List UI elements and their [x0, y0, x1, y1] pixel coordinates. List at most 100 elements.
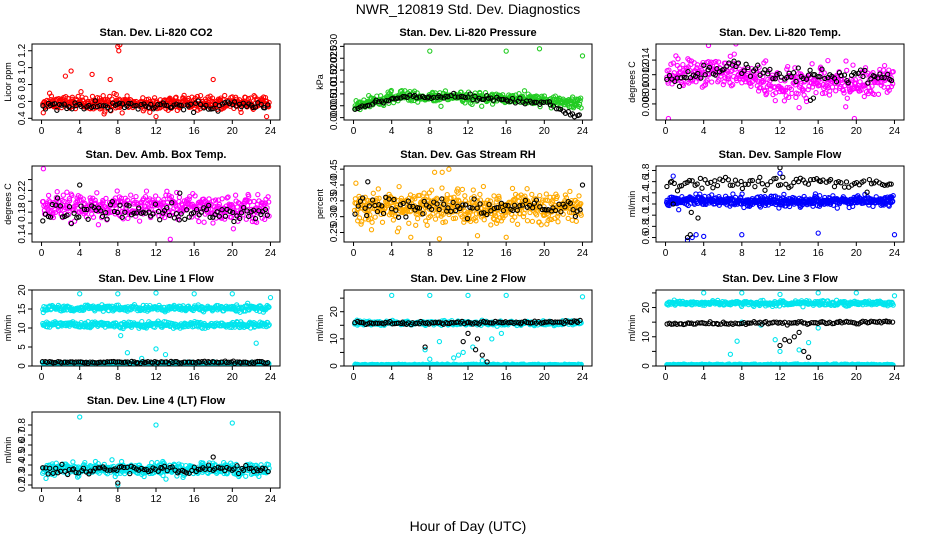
- data-point: [403, 214, 409, 220]
- data-point: [145, 359, 151, 365]
- x-tick-label: 8: [739, 248, 745, 259]
- x-tick-label: 20: [539, 126, 551, 137]
- data-point: [763, 58, 769, 64]
- data-point: [114, 209, 121, 216]
- data-point: [107, 76, 113, 83]
- data-point: [764, 90, 770, 96]
- data-point: [716, 77, 722, 83]
- data-point: [815, 74, 821, 80]
- data-point: [572, 213, 579, 220]
- data-point: [108, 208, 114, 215]
- data-point: [439, 185, 445, 191]
- data-point: [376, 202, 382, 208]
- data-point: [881, 62, 888, 69]
- x-tick-label: 16: [189, 248, 201, 259]
- data-point: [131, 210, 137, 216]
- data-point: [383, 98, 390, 104]
- data-point: [61, 101, 67, 107]
- data-point: [700, 59, 706, 66]
- data-point: [180, 107, 187, 113]
- data-point: [670, 173, 676, 179]
- data-point: [480, 96, 487, 103]
- data-point: [742, 181, 748, 187]
- data-point: [210, 105, 216, 112]
- data-point: [375, 186, 381, 192]
- data-point: [409, 196, 416, 202]
- data-point: [164, 188, 170, 194]
- data-point: [51, 101, 58, 107]
- data-point: [843, 58, 849, 64]
- data-point: [664, 183, 670, 190]
- x-tick-label: 24: [577, 126, 589, 137]
- data-point: [480, 183, 487, 190]
- data-point: [544, 99, 550, 105]
- x-tick-label: 24: [889, 126, 901, 137]
- data-point: [222, 216, 228, 222]
- data-point: [500, 207, 507, 214]
- y-tick-label: 0.030: [329, 33, 340, 58]
- data-point: [890, 198, 896, 204]
- data-point: [374, 208, 381, 215]
- data-point: [450, 199, 456, 206]
- data-point: [69, 192, 75, 199]
- y-tick-label: 0.008: [641, 91, 652, 116]
- data-point: [569, 94, 576, 100]
- data-point: [176, 194, 183, 201]
- x-tick-label: 12: [462, 126, 474, 137]
- data-point: [439, 169, 445, 175]
- data-point: [229, 291, 235, 297]
- data-point: [391, 196, 397, 203]
- data-point: [109, 198, 115, 205]
- data-point: [781, 98, 788, 104]
- data-point: [116, 100, 123, 106]
- data-point: [178, 102, 184, 109]
- data-point: [777, 170, 783, 176]
- data-point: [206, 202, 212, 209]
- data-point: [529, 218, 536, 225]
- data-point: [174, 189, 180, 196]
- data-point: [800, 75, 806, 82]
- data-point: [464, 215, 471, 222]
- y-tick-label: 0.005: [329, 93, 340, 118]
- x-tick-label: 4: [77, 126, 83, 137]
- data-point: [515, 193, 521, 199]
- data-point: [362, 205, 368, 211]
- data-point: [509, 217, 515, 223]
- data-point: [52, 207, 58, 213]
- y-tick-label: 1.8: [641, 163, 652, 177]
- data-point: [417, 192, 423, 199]
- data-point: [686, 177, 693, 184]
- data-point: [537, 192, 543, 199]
- data-point: [226, 359, 232, 365]
- data-point: [747, 178, 753, 184]
- data-point: [365, 179, 371, 185]
- data-point: [264, 212, 270, 218]
- data-point: [469, 101, 475, 108]
- data-point: [829, 84, 836, 90]
- data-point: [462, 193, 468, 199]
- data-point: [759, 181, 766, 187]
- data-point: [54, 107, 60, 113]
- y-tick-label: 0.4: [17, 111, 28, 125]
- data-point: [524, 218, 531, 224]
- data-point: [358, 221, 364, 227]
- data-point: [496, 193, 502, 199]
- x-tick-label: 8: [115, 248, 121, 259]
- data-point: [224, 195, 230, 201]
- data-point: [390, 95, 396, 101]
- data-point: [540, 99, 547, 106]
- data-point: [760, 73, 766, 80]
- data-points: [664, 44, 896, 120]
- data-point: [155, 102, 161, 108]
- data-point: [237, 215, 243, 222]
- data-point: [234, 359, 240, 365]
- data-point: [173, 211, 180, 217]
- data-point: [574, 208, 580, 214]
- data-point: [496, 195, 502, 201]
- data-point: [133, 210, 140, 216]
- data-point: [792, 65, 798, 71]
- data-point: [427, 206, 433, 212]
- y-tick-label: 0.015: [329, 69, 340, 94]
- data-point: [161, 102, 168, 108]
- panel-title: Stan. Dev. Li-820 Temp.: [719, 27, 841, 39]
